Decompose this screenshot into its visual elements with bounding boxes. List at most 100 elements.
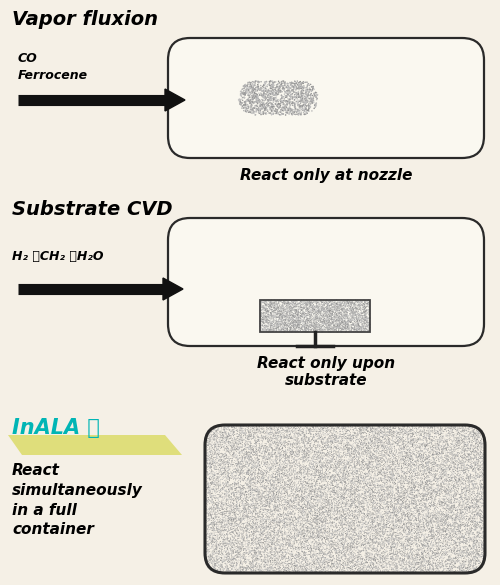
Point <box>375 505 383 515</box>
Point <box>318 325 326 335</box>
Point <box>446 508 454 517</box>
Point <box>406 464 414 474</box>
Point <box>403 522 411 532</box>
Point <box>292 550 300 559</box>
Point <box>467 527 475 536</box>
Point <box>288 549 296 558</box>
Point <box>336 318 344 328</box>
Point <box>415 450 423 459</box>
Point <box>358 323 366 332</box>
Point <box>282 538 290 548</box>
Point <box>262 502 270 511</box>
Point <box>372 452 380 461</box>
Point <box>296 467 304 477</box>
Point <box>274 503 281 512</box>
Point <box>348 320 356 329</box>
Point <box>415 511 423 520</box>
Point <box>247 565 255 574</box>
Point <box>301 473 309 482</box>
Point <box>276 566 284 575</box>
Point <box>378 453 386 462</box>
Point <box>210 553 218 562</box>
Point <box>262 553 270 563</box>
Point <box>261 501 269 511</box>
Point <box>304 321 312 330</box>
Point <box>224 487 232 497</box>
Point <box>270 484 278 493</box>
Point <box>294 558 302 567</box>
Point <box>404 439 412 448</box>
Point <box>206 493 214 503</box>
Point <box>234 467 242 477</box>
Point <box>400 454 407 463</box>
Point <box>218 563 226 572</box>
Point <box>212 457 220 467</box>
Point <box>378 504 386 513</box>
Point <box>394 498 402 507</box>
Point <box>313 489 321 498</box>
Point <box>298 327 306 336</box>
Point <box>201 481 209 491</box>
Point <box>387 428 395 438</box>
Point <box>304 453 312 462</box>
Point <box>242 507 250 516</box>
Point <box>242 458 250 467</box>
Point <box>468 514 476 523</box>
Point <box>210 428 218 438</box>
Point <box>360 535 368 544</box>
Point <box>412 478 420 487</box>
Point <box>286 515 294 524</box>
Point <box>434 550 442 559</box>
Point <box>336 320 344 329</box>
Point <box>254 466 262 475</box>
Point <box>370 543 378 553</box>
Point <box>456 524 464 533</box>
Point <box>272 97 280 106</box>
Point <box>217 517 225 526</box>
Point <box>344 463 352 472</box>
Point <box>390 564 398 573</box>
Point <box>456 459 464 468</box>
Point <box>440 524 448 533</box>
Point <box>376 426 384 435</box>
Point <box>431 467 439 476</box>
Point <box>270 548 278 557</box>
Point <box>395 445 403 455</box>
Point <box>275 521 283 531</box>
Point <box>365 320 373 329</box>
Point <box>472 461 480 470</box>
Point <box>246 552 254 561</box>
Point <box>358 426 366 436</box>
Point <box>363 529 371 539</box>
Point <box>278 558 286 567</box>
Point <box>322 316 330 326</box>
Point <box>362 300 370 309</box>
Point <box>342 558 350 567</box>
Point <box>468 495 475 505</box>
Point <box>402 537 410 546</box>
Point <box>372 438 380 448</box>
Point <box>287 550 295 560</box>
Point <box>280 318 288 328</box>
Point <box>460 505 468 514</box>
Point <box>258 425 266 435</box>
Point <box>262 501 270 511</box>
Point <box>415 518 423 528</box>
Point <box>236 428 244 438</box>
Point <box>202 526 210 536</box>
Point <box>352 429 360 438</box>
Point <box>266 552 274 561</box>
Point <box>338 479 346 488</box>
Point <box>328 529 336 538</box>
Point <box>432 443 440 453</box>
Point <box>316 494 324 503</box>
Point <box>261 525 269 535</box>
Point <box>272 322 280 331</box>
Point <box>220 515 228 525</box>
Point <box>282 463 290 473</box>
Point <box>312 524 320 533</box>
Point <box>255 106 263 116</box>
Point <box>469 528 477 537</box>
Point <box>349 453 357 463</box>
Point <box>361 498 369 508</box>
